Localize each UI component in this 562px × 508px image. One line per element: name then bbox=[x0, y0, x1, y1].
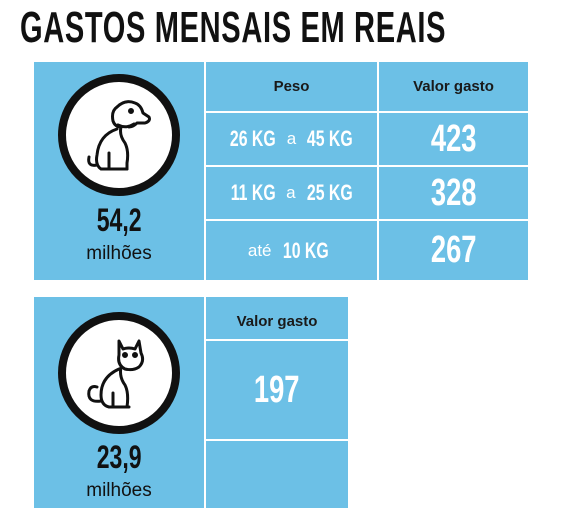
cat-count: 23,9 bbox=[96, 438, 142, 475]
weight-to: 25 KG bbox=[306, 180, 353, 205]
value: 328 bbox=[430, 171, 477, 214]
divider bbox=[204, 439, 348, 441]
divider bbox=[204, 62, 206, 280]
weight-to: 45 KG bbox=[307, 126, 353, 151]
weight-cell: 11 KG a 25 KG bbox=[206, 167, 377, 219]
header-weight: Peso bbox=[273, 78, 310, 95]
dog-icon bbox=[58, 74, 180, 196]
weight-sep: a bbox=[286, 129, 297, 148]
divider bbox=[204, 339, 348, 341]
dog-count: 54,2 bbox=[96, 201, 142, 238]
title: GASTOS MENSAIS EM REAIS bbox=[20, 3, 447, 52]
value-cell: 328 bbox=[379, 167, 528, 219]
divider bbox=[204, 111, 528, 113]
header-value: Valor gasto bbox=[236, 313, 318, 330]
weight-from: 26 KG bbox=[230, 126, 276, 151]
dog-panel: 54,2 milhões Peso Valor gasto 26 KG a 45 K… bbox=[34, 62, 528, 280]
cat-unit-cell: milhões bbox=[34, 479, 204, 503]
value: 423 bbox=[430, 117, 477, 160]
weight-to: 10 KG bbox=[282, 237, 329, 263]
header-value: Valor gasto bbox=[413, 78, 494, 95]
divider bbox=[204, 297, 206, 508]
cat-count-cell: 23,9 bbox=[34, 439, 204, 475]
cat-icon bbox=[58, 312, 180, 434]
cat-panel: 23,9 milhões Valor gasto 197 bbox=[34, 297, 348, 508]
dog-unit: milhões bbox=[86, 243, 152, 264]
divider bbox=[204, 219, 528, 221]
weight-cell: até 10 KG bbox=[206, 221, 377, 280]
value: 267 bbox=[430, 229, 477, 271]
weight-cell: 26 KG a 45 KG bbox=[206, 113, 377, 165]
value-cell: 423 bbox=[379, 113, 528, 165]
weight-sep: a bbox=[286, 183, 296, 202]
value-cell: 267 bbox=[379, 221, 528, 280]
cat-unit: milhões bbox=[86, 480, 152, 501]
title-box: GASTOS MENSAIS EM REAIS bbox=[20, 2, 562, 54]
value-cell: 197 bbox=[206, 341, 348, 439]
dog-unit-cell: milhões bbox=[34, 242, 204, 266]
divider bbox=[204, 165, 528, 167]
divider bbox=[377, 62, 379, 280]
dog-count-cell: 54,2 bbox=[34, 202, 204, 238]
value: 197 bbox=[254, 368, 300, 411]
weight-from: 11 KG bbox=[230, 180, 276, 205]
weight-sep: até bbox=[247, 240, 272, 260]
